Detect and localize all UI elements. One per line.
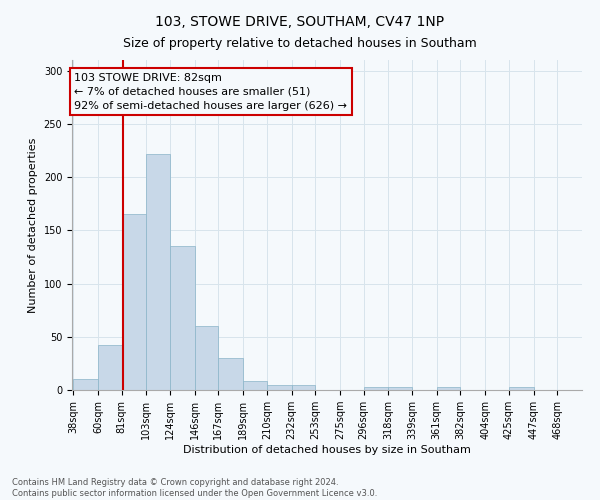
Bar bbox=[267, 384, 292, 390]
Bar bbox=[195, 326, 218, 390]
Bar bbox=[437, 387, 460, 390]
Bar bbox=[509, 387, 533, 390]
Bar bbox=[218, 358, 243, 390]
Bar bbox=[170, 246, 195, 390]
Bar bbox=[73, 380, 98, 390]
Text: Size of property relative to detached houses in Southam: Size of property relative to detached ho… bbox=[123, 38, 477, 51]
X-axis label: Distribution of detached houses by size in Southam: Distribution of detached houses by size … bbox=[183, 445, 471, 455]
Bar bbox=[292, 384, 315, 390]
Text: 103 STOWE DRIVE: 82sqm
← 7% of detached houses are smaller (51)
92% of semi-deta: 103 STOWE DRIVE: 82sqm ← 7% of detached … bbox=[74, 73, 347, 111]
Text: Contains HM Land Registry data © Crown copyright and database right 2024.
Contai: Contains HM Land Registry data © Crown c… bbox=[12, 478, 377, 498]
Text: 103, STOWE DRIVE, SOUTHAM, CV47 1NP: 103, STOWE DRIVE, SOUTHAM, CV47 1NP bbox=[155, 15, 445, 29]
Y-axis label: Number of detached properties: Number of detached properties bbox=[28, 138, 38, 312]
Bar bbox=[243, 382, 267, 390]
Bar bbox=[388, 387, 412, 390]
Bar bbox=[146, 154, 170, 390]
Bar bbox=[98, 346, 122, 390]
Bar bbox=[122, 214, 146, 390]
Bar bbox=[364, 387, 388, 390]
